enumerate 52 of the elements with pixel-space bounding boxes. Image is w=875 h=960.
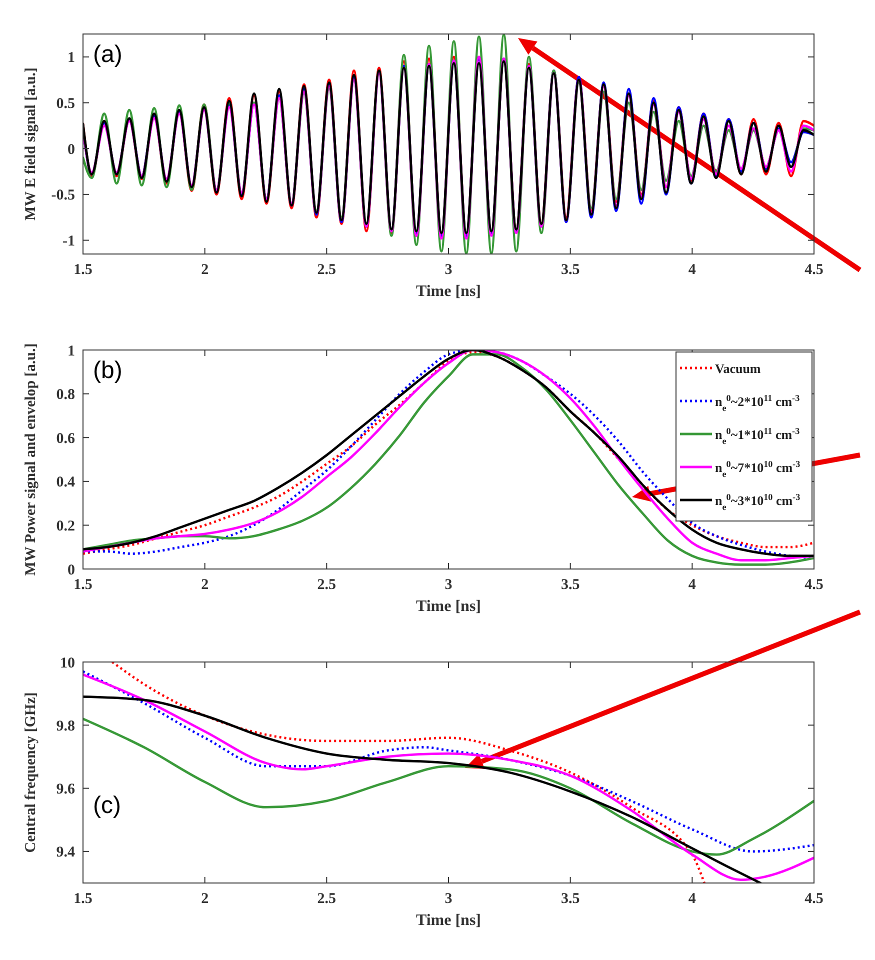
- x-tick-label: 1.5: [74, 891, 92, 907]
- y-tick-label: 0.4: [56, 474, 76, 491]
- x-tick-label: 3: [444, 891, 452, 907]
- x-tick-label: 4: [688, 262, 696, 278]
- y-tick-label: 0.5: [56, 96, 75, 112]
- y-tick-label: 9.6: [56, 782, 76, 798]
- x-tick-label: 3: [444, 262, 452, 278]
- x-tick-label: 1.5: [74, 577, 92, 593]
- y-tick-label: 0: [68, 142, 75, 158]
- y-axis-title: Central frequency [GHz]: [23, 692, 39, 853]
- x-tick-label: 4.5: [804, 262, 824, 278]
- x-tick-label: 4: [688, 577, 696, 593]
- y-tick-label: 9.4: [56, 844, 76, 861]
- x-tick-label: 3: [444, 577, 452, 593]
- y-tick-label: 1: [68, 343, 75, 360]
- y-tick-label: 0.8: [56, 387, 75, 404]
- legend-label: Vacuum: [715, 361, 761, 376]
- x-axis-title: Time [ns]: [416, 598, 482, 615]
- y-tick-label: 0: [68, 562, 75, 578]
- x-tick-label: 4.5: [804, 891, 824, 907]
- legend-label: n$_{e}$$^{0}$~1*10$^{11}$ cm$^{-3}$: [715, 426, 800, 446]
- x-tick-label: 4.5: [804, 577, 824, 593]
- x-axis-title: Time [ns]: [416, 283, 482, 300]
- y-tick-label: 0.2: [56, 518, 75, 534]
- y-axis-title: MW E field signal [a.u.]: [23, 67, 39, 221]
- x-tick-label: 3.5: [560, 891, 580, 907]
- legend-label: n$_{e}$$^{0}$~7*10$^{10}$ cm$^{-3}$: [715, 459, 801, 479]
- legend-label: n$_{e}$$^{0}$~2*10$^{11}$ cm$^{-3}$: [715, 393, 800, 413]
- line-series: [83, 718, 814, 856]
- y-tick-label: 0.6: [56, 430, 76, 447]
- x-tick-label: 4: [688, 891, 696, 907]
- annotation: (a): [93, 41, 122, 68]
- x-tick-label: 2.5: [317, 891, 336, 907]
- annotation: (c): [93, 792, 121, 819]
- x-tick-label: 2.5: [317, 262, 336, 278]
- x-tick-label: 2: [201, 577, 209, 593]
- x-tick-label: 2: [201, 262, 209, 278]
- x-tick-label: 2: [201, 891, 209, 907]
- y-tick-label: -0.5: [51, 188, 75, 204]
- legend-label: n$_{e}$$^{0}$~3*10$^{10}$ cm$^{-3}$: [715, 492, 801, 512]
- x-tick-label: 1.5: [74, 262, 92, 278]
- line-series: [83, 696, 762, 883]
- y-tick-label: 1: [68, 50, 75, 66]
- x-axis-title: Time [ns]: [416, 912, 482, 929]
- y-tick-label: 10: [60, 655, 75, 672]
- x-tick-label: 3.5: [560, 262, 580, 278]
- x-tick-label: 3.5: [560, 577, 580, 593]
- y-tick-label: -1: [62, 234, 75, 250]
- y-axis-title: MW Power signal and envelop [a.u.]: [23, 343, 39, 576]
- annotation: (b): [93, 357, 122, 384]
- x-tick-label: 2.5: [317, 577, 336, 593]
- y-tick-label: 9.8: [56, 718, 75, 734]
